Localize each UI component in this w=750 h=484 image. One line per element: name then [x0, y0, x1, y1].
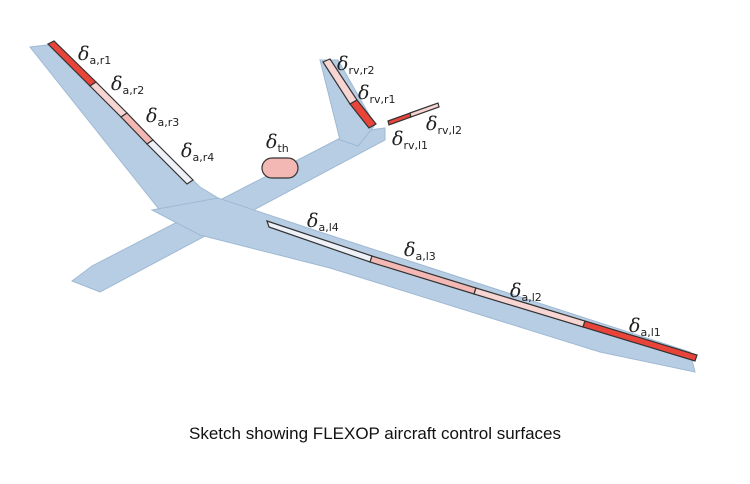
label-a-r2: δa,r2 [111, 73, 144, 97]
left-ailerons [266, 220, 698, 362]
aileron-a-l1 [582, 320, 698, 362]
right-wing [29, 43, 220, 219]
label-a-l1: δa,l1 [629, 315, 661, 339]
ruddervators [322, 58, 440, 129]
label-rv-r2: δrv,r2 [337, 53, 375, 77]
label-a-l2: δa,l2 [510, 280, 542, 304]
figure-caption: Sketch showing FLEXOP aircraft control s… [189, 424, 561, 443]
right-tail [319, 59, 376, 147]
label-a-r1: δa,r1 [78, 43, 111, 67]
labels: δa,r1 δa,r2 δa,r3 δa,r4 δth δrv,r2 δrv,r… [78, 43, 661, 339]
ruddervator-rv-l1 [387, 112, 412, 126]
ruddervator-rv-r1 [349, 99, 377, 129]
label-a-l3: δa,l3 [404, 239, 436, 263]
label-rv-l2: δrv,l2 [426, 113, 462, 137]
label-a-r3: δa,r3 [146, 105, 179, 129]
label-rv-r1: δrv,r1 [358, 82, 396, 106]
ruddervator-rv-l2 [409, 102, 440, 118]
label-a-l4: δa,l4 [307, 210, 339, 234]
throttle-surface [261, 157, 299, 179]
label-th: δth [266, 131, 289, 155]
label-rv-l1: δrv,l1 [392, 128, 428, 152]
airframe [29, 43, 696, 373]
aileron-a-r4 [146, 139, 194, 185]
label-a-r4: δa,r4 [181, 140, 214, 164]
left-wing [150, 197, 696, 373]
right-ailerons [46, 40, 194, 185]
